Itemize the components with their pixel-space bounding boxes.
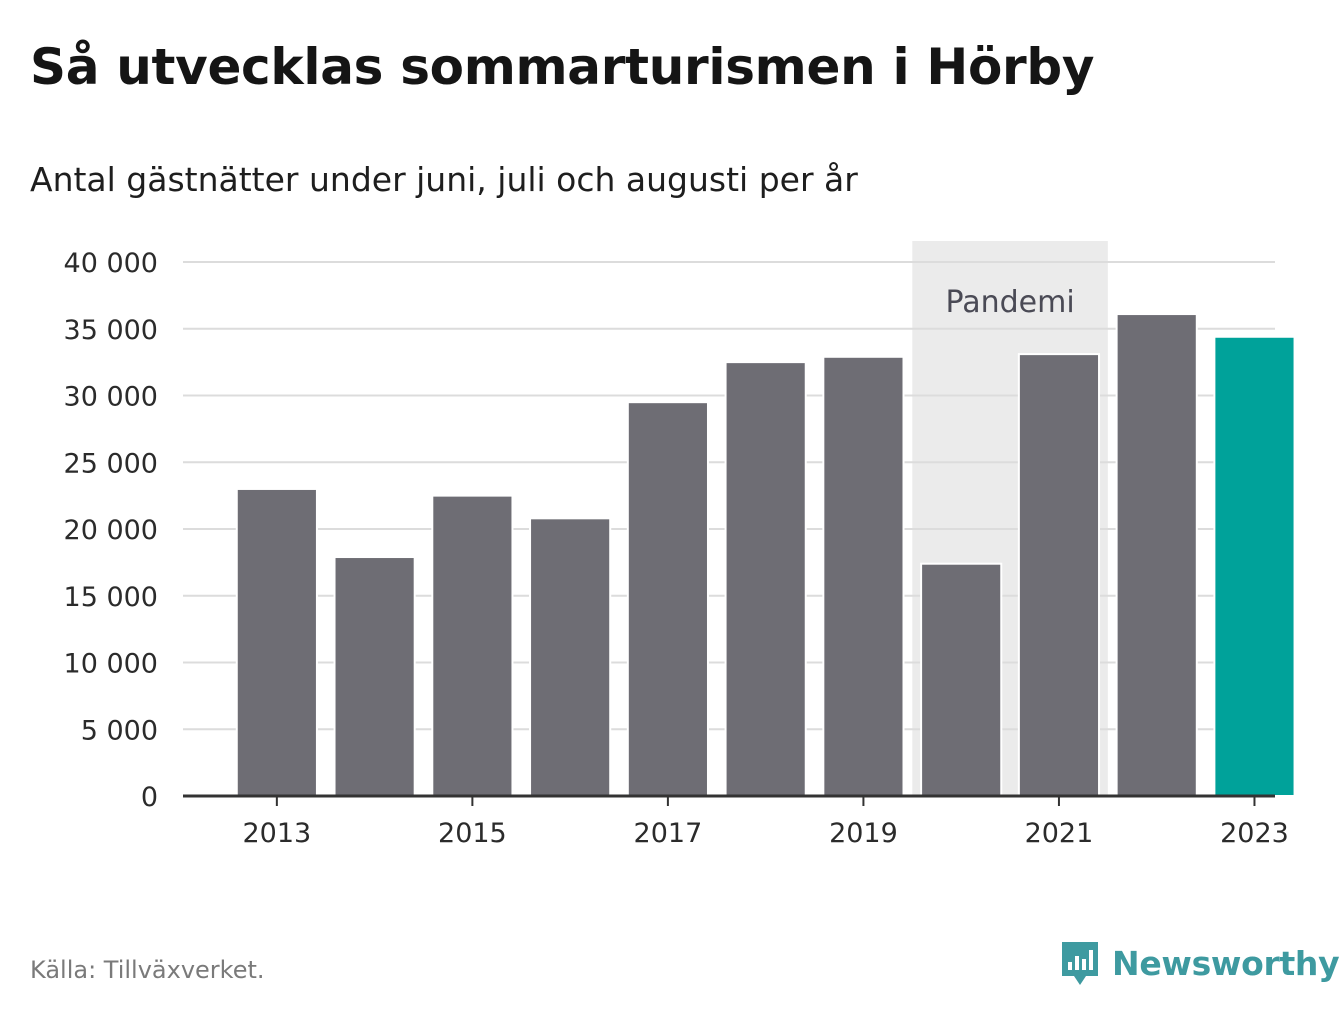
brand-name: Newsworthy xyxy=(1112,943,1340,983)
bar-2019 xyxy=(822,355,905,797)
newsworthy-logo: Newsworthy xyxy=(1060,938,1340,988)
x-tick-label: 2013 xyxy=(242,818,311,849)
y-tick-label: 5 000 xyxy=(81,715,158,746)
x-tick-label: 2023 xyxy=(1220,818,1289,849)
bar-2018 xyxy=(724,361,807,797)
y-tick-label: 30 000 xyxy=(64,382,158,413)
x-tick-label: 2021 xyxy=(1025,818,1094,849)
bar-2013 xyxy=(235,487,318,797)
chart-subtitle: Antal gästnätter under juni, juli och au… xyxy=(30,160,858,199)
pandemic-label: Pandemi xyxy=(945,285,1074,320)
bar-2022 xyxy=(1115,313,1198,797)
bar-2023 xyxy=(1213,335,1296,797)
chart-title: Så utvecklas sommarturismen i Hörby xyxy=(30,38,1095,96)
bar-2020 xyxy=(920,562,1003,798)
y-tick-label: 0 xyxy=(141,782,158,813)
bar-2017 xyxy=(626,401,709,797)
bar-2014 xyxy=(333,556,416,797)
y-tick-label: 15 000 xyxy=(64,582,158,613)
y-tick-label: 40 000 xyxy=(64,248,158,279)
x-tick-label: 2015 xyxy=(438,818,507,849)
x-tick-label: 2019 xyxy=(829,818,898,849)
bar-2015 xyxy=(431,494,514,797)
y-tick-label: 35 000 xyxy=(64,315,158,346)
bar-chart: 0 5 000 10 000 15 000 20 000 25 000 30 000 35 0… xyxy=(64,241,1296,849)
x-tick-label: 2017 xyxy=(634,818,703,849)
bar-2021 xyxy=(1017,353,1101,797)
y-tick-label: 20 000 xyxy=(64,515,158,546)
newsworthy-logo-icon xyxy=(1062,942,1098,985)
source-note: Källa: Tillväxverket. xyxy=(30,956,265,984)
y-tick-label: 10 000 xyxy=(64,649,158,680)
bar-2016 xyxy=(529,517,612,797)
y-tick-label: 25 000 xyxy=(64,448,158,479)
